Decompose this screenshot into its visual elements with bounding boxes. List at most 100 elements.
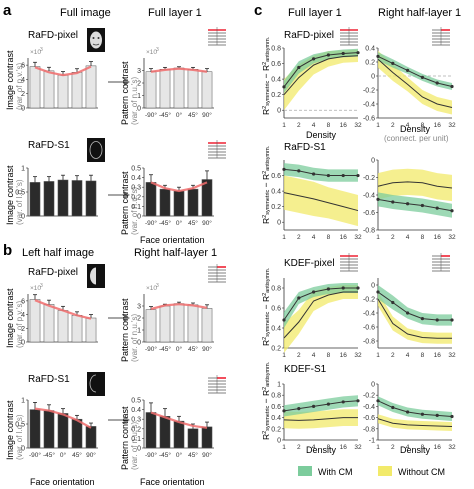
svg-text:Pattern contrast: Pattern contrast [120, 298, 130, 362]
x-tick-label: 32 [354, 352, 362, 359]
x-tick-label: 32 [448, 352, 456, 359]
y-tick-label: 0 [21, 340, 25, 347]
y-tick-label: 1 [137, 93, 141, 100]
y-tick-label: 0.4 [271, 77, 281, 84]
x-tick-label: 0° [176, 345, 183, 353]
y-tick-label: -0.4 [363, 193, 375, 200]
x-tick-label: 8 [327, 234, 331, 241]
band-without-cm [378, 168, 452, 202]
data-point [312, 290, 316, 294]
x-tick-label: 2 [391, 234, 395, 241]
x-tick-label: 2 [297, 122, 301, 129]
y-tick-label: 0.6 [271, 173, 281, 180]
x-tick-label: -45° [159, 345, 171, 353]
layer-icons [208, 27, 450, 394]
bar [43, 70, 55, 109]
chart-c-kdef-s1-full: 0 0.2 0.4 0.6 0.8 1 1 2 4 8 16 32 [271, 382, 362, 452]
y-tick-label: 0 [137, 106, 141, 113]
x-tick-label: 2 [297, 352, 301, 359]
x-tick-label: 90° [202, 345, 212, 353]
y-tick-label: 0 [21, 106, 25, 113]
x-tick-label: 32 [448, 444, 456, 451]
line-with-cm [377, 198, 453, 212]
y-tick-label: -0.4 [363, 404, 375, 411]
panel-letter-a: a [3, 2, 12, 19]
x-tick-label: 1 [376, 352, 380, 359]
layer-icon-b1 [208, 264, 226, 283]
x-tick-label: 32 [354, 122, 362, 129]
data-point [341, 173, 345, 178]
x-tick-label: 1 [282, 234, 286, 241]
y-tick-label: -0.2 [363, 393, 375, 400]
layer-icon-c1-right [432, 27, 450, 46]
c-ylabels: R2symmetric − R2antisymm. R2symmetric − R… [261, 36, 271, 440]
b-row2-xlabel-right: Face orientation [140, 477, 205, 487]
line-with-cm [283, 400, 359, 412]
bar [71, 180, 83, 217]
x-tick-label: -90° [145, 111, 157, 119]
data-point [326, 53, 330, 57]
bar [71, 418, 83, 449]
ylabel-a1-right: Pattern contrast (var. of n.u.'s) [120, 61, 139, 125]
data-point [391, 405, 395, 410]
y-tick-label: 0.8 [271, 393, 281, 400]
face-thumbnail-s1-left-half [87, 372, 105, 396]
x-tick-label: 8 [327, 352, 331, 359]
y-tick-label: 0.4 [271, 326, 281, 333]
y-exponent-label: ×10 [30, 285, 41, 292]
y-tick-label: 0.4 [365, 46, 375, 53]
svg-text:(var. of l.o.'s): (var. of l.o.'s) [15, 179, 24, 225]
y-tick-label: 0.1 [131, 436, 141, 443]
c-ylabel-3: R2symmetric − R2antisymm. [261, 267, 271, 346]
chart-b-s1-img: 0 0.5 1 -90° -45° 0° 45° 90° [15, 398, 98, 459]
b-col-right-title: Right half-layer 1 [134, 247, 217, 259]
c-ylabel-2: R2symmetric − R2antisymm. [261, 145, 271, 224]
x-tick-label: 16 [340, 444, 348, 451]
y-exponent-label: ×10 [146, 49, 157, 56]
x-tick-label: 0° [176, 111, 183, 119]
line-without-cm [377, 181, 453, 189]
x-tick-label: 2 [391, 352, 395, 359]
data-point [356, 286, 360, 290]
data-point [341, 51, 345, 56]
a-row1-label: RaFD-pixel [28, 30, 78, 41]
line-without-cm [377, 298, 452, 339]
chart-c-rafd-pixel-half: -0.6 -0.4 -0.2 0 0.2 0.4 1 2 4 8 16 32 [363, 46, 456, 130]
x-tick-label: 45° [188, 219, 198, 227]
data-point [326, 402, 330, 406]
svg-text:Image contrast: Image contrast [5, 400, 15, 460]
data-point [356, 51, 360, 55]
panel-letter-b: b [3, 242, 12, 259]
data-point [282, 318, 286, 322]
x-tick-label: 2 [297, 444, 301, 451]
x-tick-label: 45° [188, 345, 198, 353]
chart-b-pixel-img: 0 2 4 6 ×103 [21, 283, 98, 347]
x-tick-label: 45° [188, 451, 198, 459]
svg-text:(var. of p.v.'s): (var. of p.v.'s) [15, 62, 24, 110]
x-tick-label: -90° [145, 345, 157, 353]
y-tick-label: 0 [137, 214, 141, 221]
svg-text:Image contrast: Image contrast [5, 288, 15, 348]
y-tick-label: 0 [21, 446, 25, 453]
layer-icon-b2 [208, 375, 226, 394]
bar [57, 74, 69, 109]
x-tick-label: 32 [448, 234, 456, 241]
bar [43, 410, 55, 449]
x-tick-label: -90° [145, 219, 157, 227]
data-point [312, 172, 316, 176]
panel-letter-c: c [254, 2, 262, 19]
y-exponent-label: ×10 [30, 49, 41, 56]
y-tick-label: -0.6 [363, 325, 375, 332]
y-tick-label: 0.2 [271, 426, 281, 433]
c-row4-xlabel-left: Density [306, 445, 337, 455]
bar [43, 181, 55, 217]
data-point [312, 404, 316, 408]
y-tick-label: 0 [371, 74, 375, 81]
y-tick-label: 4 [21, 77, 25, 84]
y-tick-label: 2 [137, 81, 141, 88]
x-tick-label: 16 [340, 122, 348, 129]
y-tick-label: -0.8 [363, 426, 375, 433]
